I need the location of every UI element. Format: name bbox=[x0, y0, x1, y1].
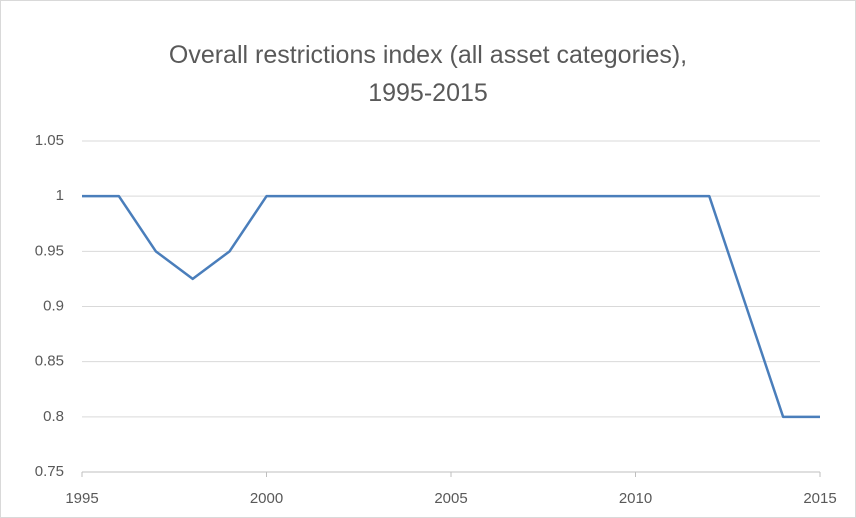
y-tick-label: 0.8 bbox=[43, 408, 64, 425]
x-tick-label: 1995 bbox=[65, 490, 98, 507]
x-tick-label: 2015 bbox=[803, 490, 836, 507]
y-tick-label: 0.85 bbox=[35, 353, 64, 370]
x-tick-label: 2000 bbox=[250, 490, 283, 507]
y-tick-label: 1.05 bbox=[35, 132, 64, 149]
data-line bbox=[82, 194, 820, 419]
x-tick-label: 2005 bbox=[434, 490, 467, 507]
y-tick-label: 0.75 bbox=[35, 463, 64, 480]
y-tick-label: 0.95 bbox=[35, 242, 64, 259]
x-tick-label: 2010 bbox=[619, 490, 652, 507]
y-tick-label: 0.9 bbox=[43, 297, 64, 314]
chart-title: Overall restrictions index (all asset ca… bbox=[168, 41, 688, 107]
y-tick-label: 1 bbox=[56, 187, 64, 204]
